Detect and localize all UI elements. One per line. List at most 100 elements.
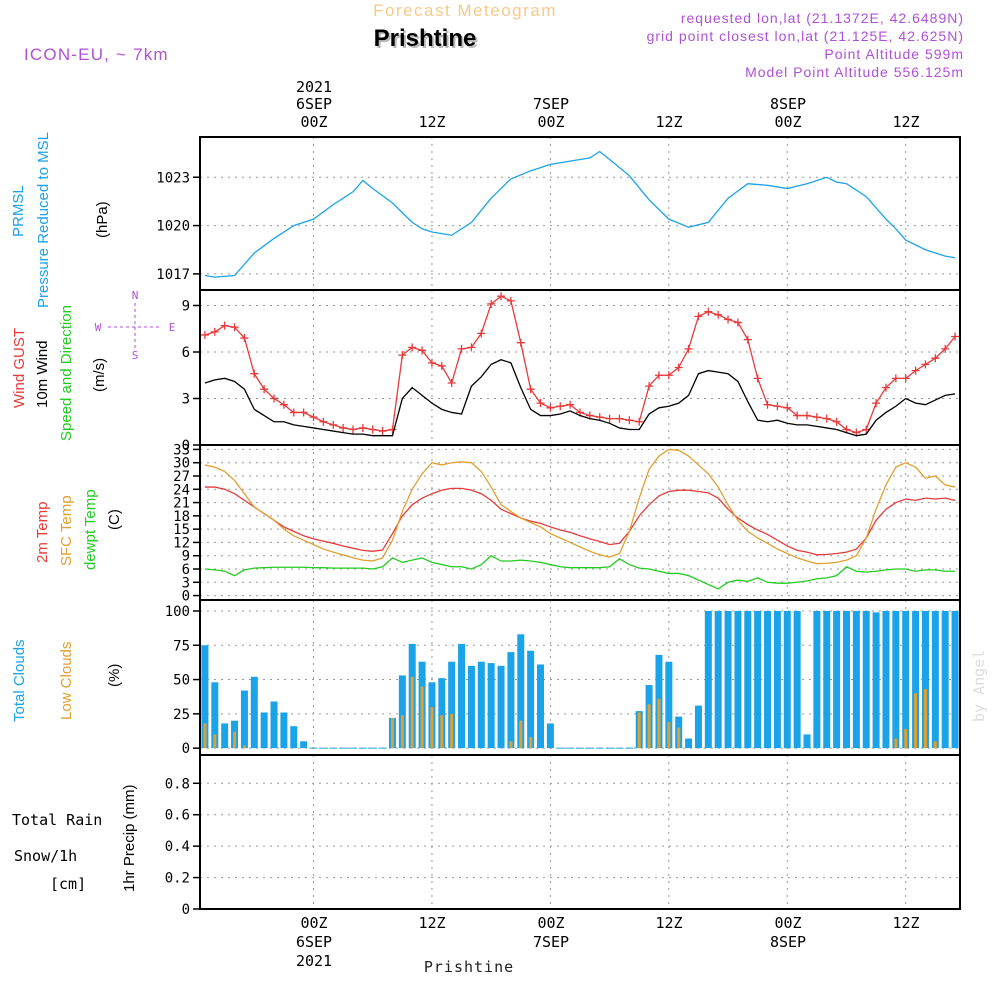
gust-point-marker <box>526 385 535 394</box>
grid-point-coords: grid point closest lon,lat (21.125E, 42.… <box>647 28 964 44</box>
top-hour-label: 00Z <box>537 113 564 131</box>
low-cloud-bar <box>657 698 661 749</box>
y-tick-label: 75 <box>173 638 190 654</box>
low-cloud-bar <box>677 727 681 749</box>
compass-icon: N S W E <box>95 289 176 362</box>
total-cloud-bar <box>398 675 406 749</box>
low-cloud-bar <box>923 689 927 749</box>
total-cloud-bar <box>951 610 959 749</box>
y-tick-label: 24 <box>173 482 190 498</box>
y-tick-label: 0.4 <box>165 839 190 855</box>
pressure-panel: 1017 1020 1023 <box>156 136 961 291</box>
temp-sfc-label: SFC Temp <box>58 495 75 566</box>
compass-east: E <box>169 321 176 334</box>
gust-point-marker <box>931 354 940 363</box>
low-cloud-bar <box>430 706 434 749</box>
y-tick-label: 0 <box>182 438 190 454</box>
total-cloud-bar <box>221 723 229 749</box>
low-cloud-bar <box>410 676 414 749</box>
gust-point-marker <box>733 318 742 327</box>
wind-gust-label: Wind GUST <box>11 328 28 408</box>
10m-wind-line <box>204 359 956 437</box>
gust-point-marker <box>803 411 812 420</box>
total-cloud-bar <box>240 690 248 749</box>
y-tick-label: 12 <box>173 535 190 551</box>
wind-direction-label: Speed and Direction <box>58 305 75 441</box>
2m-temp-line <box>204 486 956 556</box>
total-cloud-bar <box>882 610 890 749</box>
low-cloud-bar <box>450 713 454 749</box>
low-clouds-label: Low Clouds <box>58 642 75 720</box>
total-cloud-bar <box>872 612 880 749</box>
total-cloud-bar <box>300 741 308 749</box>
gust-point-marker <box>240 334 249 343</box>
point-altitude: Point Altitude 599m <box>824 46 964 62</box>
gust-point-marker <box>250 369 259 378</box>
gust-point-marker <box>487 299 496 308</box>
total-cloud-bar <box>537 664 545 749</box>
low-cloud-bar <box>203 723 207 749</box>
gust-point-marker <box>753 374 762 383</box>
low-cloud-bar <box>390 717 394 749</box>
y-tick-label: 30 <box>173 456 190 472</box>
gust-point-marker <box>329 420 338 429</box>
total-cloud-bar <box>280 712 288 749</box>
gust-point-marker <box>536 399 545 408</box>
gust-point-marker <box>773 402 782 411</box>
total-cloud-bar <box>467 665 475 749</box>
gust-point-marker <box>654 371 663 380</box>
low-cloud-bar <box>233 731 237 749</box>
top-hour-label: 00Z <box>774 113 801 131</box>
location-title: Prishtine <box>374 25 477 52</box>
total-cloud-bar <box>852 610 860 749</box>
total-cloud-bar <box>270 701 278 749</box>
total-cloud-bar <box>250 676 258 749</box>
y-tick-label: 21 <box>173 496 190 512</box>
gust-point-marker <box>714 310 723 319</box>
gust-point-marker <box>200 330 209 339</box>
y-tick-label: 18 <box>173 509 190 525</box>
total-cloud-bar <box>813 610 821 749</box>
total-cloud-bar <box>517 634 525 749</box>
low-cloud-bar <box>529 737 533 749</box>
total-cloud-bar <box>290 726 298 749</box>
gust-point-marker <box>427 358 436 367</box>
total-cloud-bar <box>892 610 900 749</box>
bottom-hour-label: 12Z <box>655 914 682 932</box>
gust-point-marker <box>447 379 456 387</box>
total-cloud-bar <box>507 652 515 749</box>
temp-dewpt-label: dewpt Temp <box>82 489 99 570</box>
y-tick-label: 15 <box>173 522 190 538</box>
total-cloud-bar <box>211 682 219 749</box>
wind-unit-label: (m/s) <box>91 358 108 392</box>
total-cloud-bar <box>764 610 772 749</box>
total-rain-label: Total Rain <box>12 811 102 829</box>
gust-point-marker <box>497 292 506 301</box>
dewpt-temp-line <box>204 554 956 590</box>
requested-coords: requested lon,lat (21.1372E, 42.6489N) <box>681 10 964 26</box>
total-cloud-bar <box>477 661 485 749</box>
gust-point-marker <box>348 425 357 434</box>
low-cloud-bar <box>213 734 217 749</box>
total-cloud-bar <box>527 650 535 749</box>
gust-point-marker <box>358 423 367 432</box>
gust-point-marker <box>793 411 802 420</box>
gust-point-marker <box>546 403 555 412</box>
model-point-altitude: Model Point Altitude 556.125m <box>745 64 964 80</box>
gust-point-marker <box>210 327 219 336</box>
gust-point-marker <box>812 413 821 422</box>
bottom-day-label: 6SEP <box>296 933 332 951</box>
gust-point-marker <box>516 338 525 347</box>
top-hour-label: 12Z <box>892 113 919 131</box>
total-cloud-bar <box>734 610 742 749</box>
y-tick-label: 0 <box>182 741 190 757</box>
total-cloud-bar <box>902 610 910 749</box>
model-label: ICON-EU, ~ 7km <box>24 45 169 64</box>
total-cloud-bar <box>941 610 949 749</box>
gust-point-marker <box>230 323 239 332</box>
gust-point-marker <box>289 408 298 417</box>
footer-location: Prishtine <box>424 958 514 976</box>
pressure-unit-label: (hPa) <box>94 201 111 238</box>
top-hour-label: 00Z <box>300 113 327 131</box>
gust-point-marker <box>664 371 673 380</box>
